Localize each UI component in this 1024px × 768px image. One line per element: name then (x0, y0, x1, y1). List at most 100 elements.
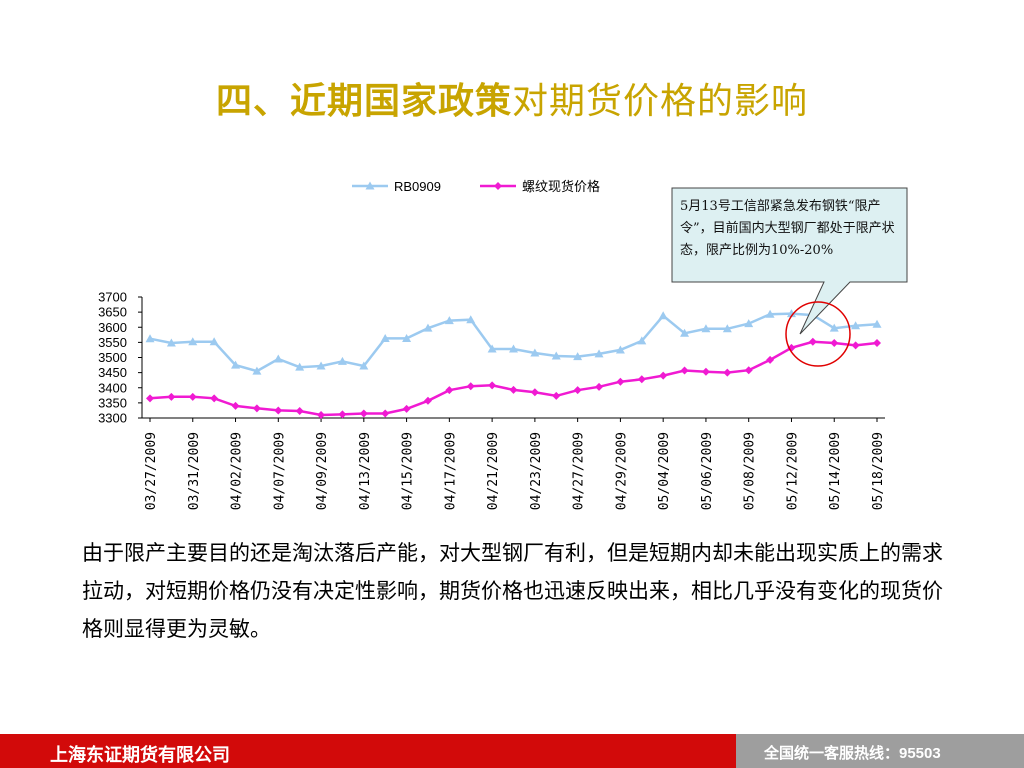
x-tick-label: 05/12/2009 (785, 432, 800, 510)
data-point (637, 375, 646, 384)
data-point (766, 355, 775, 364)
data-point (873, 338, 881, 347)
data-point (744, 366, 753, 375)
data-point (316, 361, 326, 370)
footer-company: 上海东证期货有限公司 (50, 745, 230, 765)
data-point (680, 328, 690, 337)
highlight-circle (785, 301, 851, 367)
x-tick-label: 05/06/2009 (700, 432, 715, 510)
data-point (402, 333, 412, 342)
x-tick-label: 04/23/2009 (529, 432, 544, 510)
data-point (701, 324, 711, 333)
data-point (595, 382, 604, 391)
data-point (209, 337, 219, 346)
data-point (808, 337, 817, 346)
data-point (252, 404, 261, 413)
x-tick-label: 04/27/2009 (572, 432, 587, 510)
data-point (487, 344, 497, 353)
data-point (466, 315, 476, 324)
data-point (830, 338, 839, 347)
x-tick-label: 04/13/2009 (358, 432, 373, 510)
data-point (786, 309, 796, 318)
series-line (149, 312, 878, 373)
data-point (252, 366, 262, 375)
data-point (466, 382, 475, 391)
data-point (680, 366, 689, 375)
data-point (637, 336, 647, 345)
legend-marker (494, 182, 502, 190)
data-point (872, 319, 882, 328)
x-tick-label: 04/02/2009 (230, 432, 245, 510)
y-tick-label: 3550 (98, 335, 127, 350)
data-point (380, 333, 390, 342)
line-chart: RB0909 螺纹现货价格 330033503400345035003550360… (98, 179, 908, 511)
data-point (295, 407, 304, 416)
data-point (509, 344, 518, 353)
x-tick-label: 05/04/2009 (657, 432, 672, 510)
y-tick-label: 3650 (98, 305, 127, 320)
data-point (445, 386, 454, 395)
callout-shape (671, 187, 908, 367)
x-tick-label: 04/29/2009 (614, 432, 629, 510)
x-tick-label: 05/08/2009 (743, 432, 758, 510)
data-point (402, 404, 411, 413)
data-point (851, 321, 861, 330)
data-point (317, 410, 326, 419)
data-point (231, 360, 241, 369)
x-tick-label: 03/31/2009 (187, 432, 202, 510)
y-tick-label: 3600 (98, 320, 127, 335)
y-tick-label: 3350 (98, 395, 127, 410)
footer-hotline-box: 全国统一客服热线：95503 (736, 734, 1024, 768)
data-point (615, 345, 625, 354)
series-line (149, 340, 878, 417)
x-tick-label: 03/27/2009 (144, 432, 159, 510)
data-point (359, 361, 369, 370)
page-title: 四、近期国家政策对期货价格的影响 (0, 72, 1024, 124)
series-spot-price (146, 337, 881, 419)
data-point (530, 388, 539, 397)
data-point (616, 377, 625, 386)
data-point (188, 337, 198, 346)
footer-hotline: 全国统一客服热线：95503 (764, 745, 941, 762)
x-tick-label: 05/14/2009 (828, 432, 843, 510)
data-point (145, 334, 155, 343)
x-tick-label: 04/07/2009 (272, 432, 287, 510)
data-point (359, 409, 368, 418)
data-point (573, 352, 583, 361)
data-point (701, 367, 710, 376)
data-point (723, 368, 732, 377)
data-point (146, 394, 154, 403)
y-tick-label: 3400 (98, 380, 127, 395)
chart-series (145, 309, 882, 419)
data-point (337, 356, 347, 365)
data-point (274, 406, 283, 415)
data-point (210, 394, 219, 403)
data-point (573, 386, 582, 395)
data-point (851, 341, 860, 350)
data-point (829, 323, 839, 332)
x-tick-label: 04/17/2009 (443, 432, 458, 510)
data-point (381, 409, 390, 418)
data-point (423, 396, 432, 405)
data-point (444, 316, 454, 325)
data-point (765, 309, 775, 318)
x-tick-label: 05/18/2009 (871, 432, 886, 510)
data-point (552, 391, 561, 400)
x-tick-label: 04/09/2009 (315, 432, 330, 510)
data-point (167, 392, 176, 401)
y-tick-label: 3700 (98, 290, 127, 305)
data-point (658, 311, 668, 320)
data-point (338, 410, 347, 419)
y-tick-label: 3300 (98, 411, 127, 426)
legend-label: RB0909 (394, 179, 441, 194)
x-tick-label: 04/15/2009 (401, 432, 416, 510)
title-part2: 对期货价格的影响 (512, 81, 809, 122)
data-point (744, 319, 754, 328)
data-point (166, 338, 176, 347)
data-point (273, 354, 283, 363)
chart-legend: RB0909 螺纹现货价格 (352, 179, 600, 194)
callout-box (671, 187, 908, 335)
data-point (231, 401, 240, 410)
data-point (188, 392, 197, 401)
